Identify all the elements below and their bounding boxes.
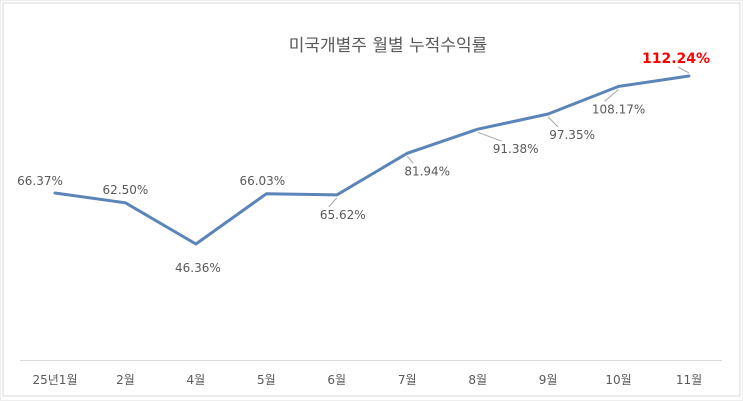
- x-tick-labels: 25년1월 2월 4월 5월 6월 7월 8월 9월 10월 11월: [33, 373, 703, 387]
- x-tick-label: 5월: [257, 373, 276, 387]
- leader-line: [328, 197, 338, 208]
- x-tick-label: 9월: [539, 373, 558, 387]
- data-label: 46.36%: [175, 261, 221, 275]
- data-label: 65.62%: [320, 208, 366, 222]
- leader-line: [406, 155, 414, 164]
- data-label: 66.37%: [17, 174, 63, 188]
- leader-line: [477, 131, 502, 142]
- chart-area: [2, 2, 741, 397]
- x-tick-label: 8월: [468, 373, 487, 387]
- leader-line: [604, 88, 619, 102]
- data-label: 108.17%: [592, 102, 645, 116]
- data-label: 81.94%: [404, 164, 450, 178]
- data-label: 91.38%: [493, 142, 539, 156]
- chart-title: 미국개별주 월별 누적수익률: [289, 36, 488, 56]
- series-line: [53, 74, 691, 246]
- data-label: 62.50%: [103, 183, 149, 197]
- x-tick-label: 25년1월: [33, 373, 78, 387]
- x-tick-label: 11월: [676, 373, 702, 387]
- x-tick-label: 6월: [327, 373, 346, 387]
- leader-lines: [328, 66, 690, 208]
- x-tick-label: 4월: [187, 373, 206, 387]
- data-label: 66.03%: [239, 174, 285, 188]
- data-label: 97.35%: [549, 128, 595, 142]
- leader-line: [677, 66, 690, 74]
- leader-line: [547, 116, 559, 128]
- data-labels: 66.37% 62.50% 46.36% 66.03% 65.62% 81.94% 91.3…: [17, 51, 710, 275]
- x-tick-label: 10월: [605, 373, 631, 387]
- x-tick-label: 7월: [398, 373, 417, 387]
- x-tick-label: 2월: [116, 373, 135, 387]
- data-label: 112.24%: [642, 51, 710, 67]
